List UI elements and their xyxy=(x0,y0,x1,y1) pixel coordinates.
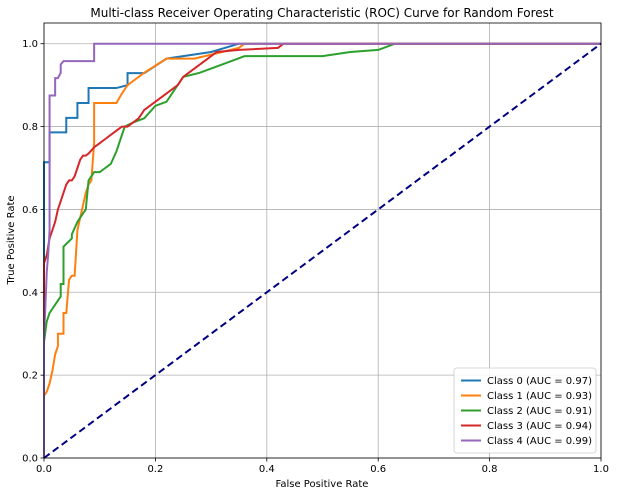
x-tick-label: 0.4 xyxy=(259,464,275,475)
y-axis-ticks: 0.0 0.2 0.4 0.6 0.8 1.0 xyxy=(22,39,44,465)
chance-reference-line xyxy=(43,42,602,459)
grid-lines xyxy=(43,23,602,459)
legend: Class 0 (AUC = 0.97) Class 1 (AUC = 0.93)… xyxy=(453,367,597,454)
y-tick-label: 0.8 xyxy=(22,122,38,133)
series-line-class-4 xyxy=(43,42,601,458)
x-tick-label: 0.0 xyxy=(36,464,52,475)
series-line-class-1 xyxy=(43,42,601,458)
y-tick-label: 1.0 xyxy=(22,39,38,50)
x-tick-label: 0.2 xyxy=(147,464,163,475)
series-lines xyxy=(43,42,602,459)
y-tick-label: 0.0 xyxy=(22,454,38,465)
legend-entry: Class 4 (AUC = 0.99) xyxy=(487,436,592,447)
series-line-class-3 xyxy=(43,42,601,458)
series-line-class-2 xyxy=(43,42,601,458)
x-axis-ticks: 0.0 0.2 0.4 0.6 0.8 1.0 xyxy=(36,458,609,475)
chart-title: Multi-class Receiver Operating Character… xyxy=(90,6,554,20)
plot-frame xyxy=(43,22,602,459)
legend-entry: Class 0 (AUC = 0.97) xyxy=(487,376,592,387)
x-tick-label: 0.8 xyxy=(482,464,498,475)
y-tick-label: 0.6 xyxy=(22,205,38,216)
x-axis-label: False Positive Rate xyxy=(276,479,369,490)
legend-entry: Class 3 (AUC = 0.94) xyxy=(487,421,592,432)
legend-entry: Class 1 (AUC = 0.93) xyxy=(487,391,592,402)
y-axis-label: True Positive Rate xyxy=(6,195,17,285)
legend-box xyxy=(453,367,597,454)
y-tick-label: 0.2 xyxy=(22,371,38,382)
x-tick-label: 1.0 xyxy=(593,464,609,475)
legend-entry: Class 2 (AUC = 0.91) xyxy=(487,406,592,417)
x-tick-label: 0.6 xyxy=(370,464,386,475)
y-tick-label: 0.4 xyxy=(22,288,38,299)
